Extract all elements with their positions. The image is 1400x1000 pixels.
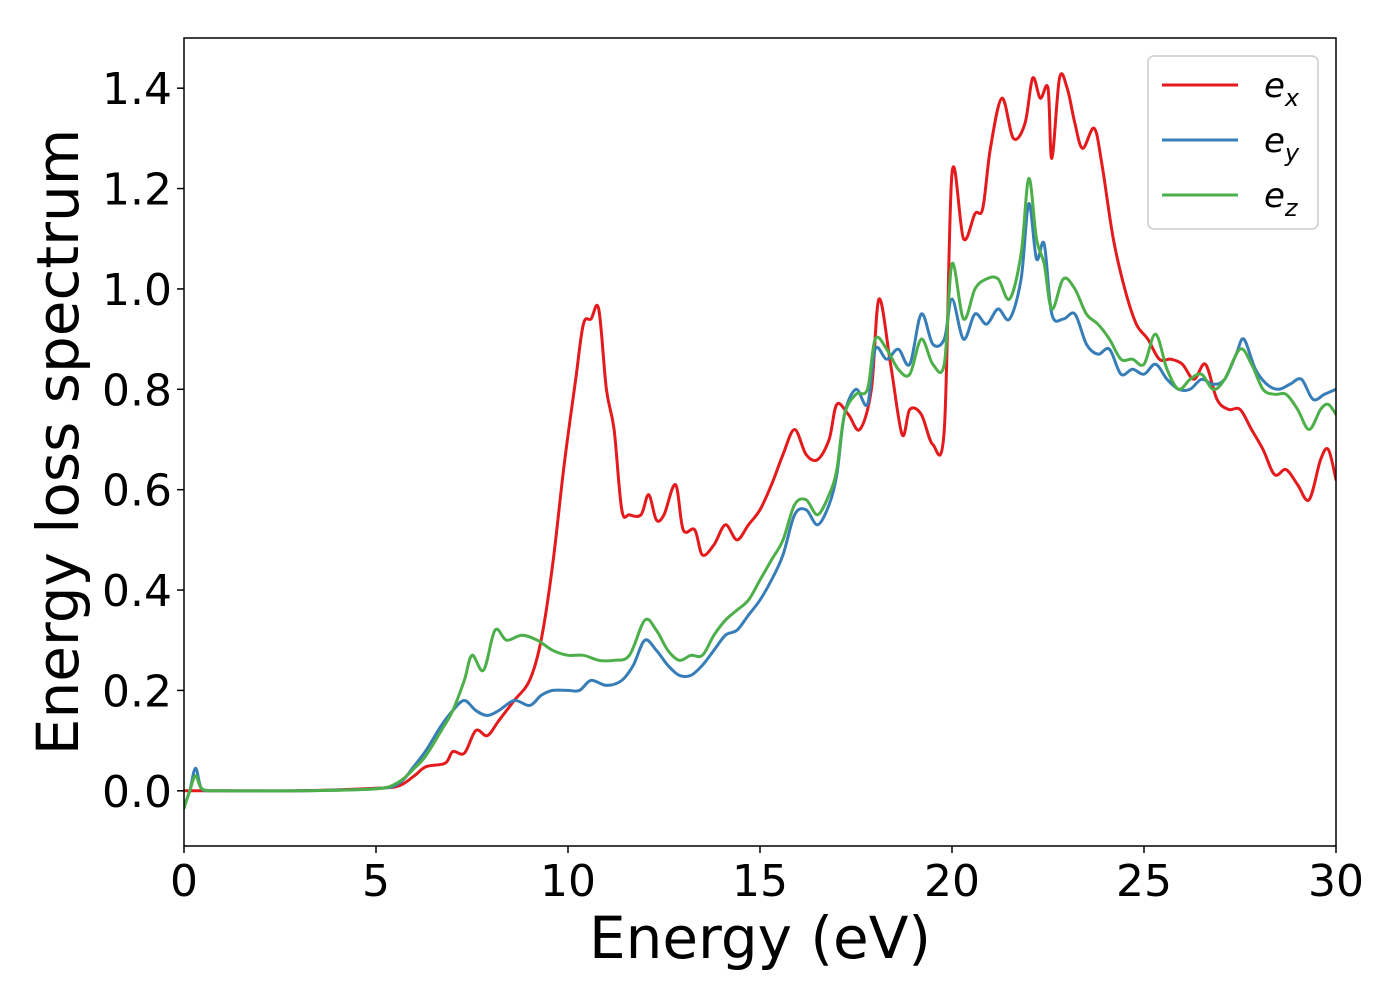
x-tick-label: 10 xyxy=(540,856,596,907)
legend-label-subscript: y xyxy=(1284,139,1300,167)
legend-label-main: e xyxy=(1264,121,1285,161)
y-axis-ticks: 0.0 0.2 0.4 0.6 0.8 1.0 1.2 1.4 xyxy=(102,64,184,818)
y-tick-label: 0.2 xyxy=(102,666,172,717)
x-axis-ticks: 0 5 10 15 20 25 30 xyxy=(170,846,1364,907)
y-tick-label: 0.4 xyxy=(102,566,172,617)
series-line-x xyxy=(184,72,1336,793)
x-tick-label: 5 xyxy=(362,856,390,907)
legend-label-y: ey xyxy=(1264,121,1300,167)
legend-label-main: e xyxy=(1264,176,1285,216)
legend-label-main: e xyxy=(1264,66,1285,106)
legend-label-subscript: z xyxy=(1284,194,1299,222)
x-tick-label: 25 xyxy=(1116,856,1172,907)
legend-box xyxy=(1147,55,1319,230)
legend-label-x: ex xyxy=(1264,66,1300,112)
y-tick-label: 1.0 xyxy=(102,265,172,316)
x-tick-label: 0 xyxy=(170,856,198,907)
legend-label-z: ez xyxy=(1264,176,1299,222)
x-axis-label: Energy (eV) xyxy=(589,904,931,972)
y-tick-label: 0.0 xyxy=(102,767,172,818)
x-tick-label: 30 xyxy=(1308,856,1364,907)
y-tick-label: 0.6 xyxy=(102,466,172,517)
y-tick-label: 1.2 xyxy=(102,165,172,216)
series-layer xyxy=(184,72,1336,810)
y-tick-label: 0.8 xyxy=(102,365,172,416)
series-line-z xyxy=(184,176,1336,810)
legend-label-subscript: x xyxy=(1284,84,1300,112)
y-tick-label: 1.4 xyxy=(102,64,172,115)
y-axis-label: Energy loss spectrum xyxy=(24,129,92,755)
x-tick-label: 20 xyxy=(924,856,980,907)
x-tick-label: 15 xyxy=(732,856,788,907)
